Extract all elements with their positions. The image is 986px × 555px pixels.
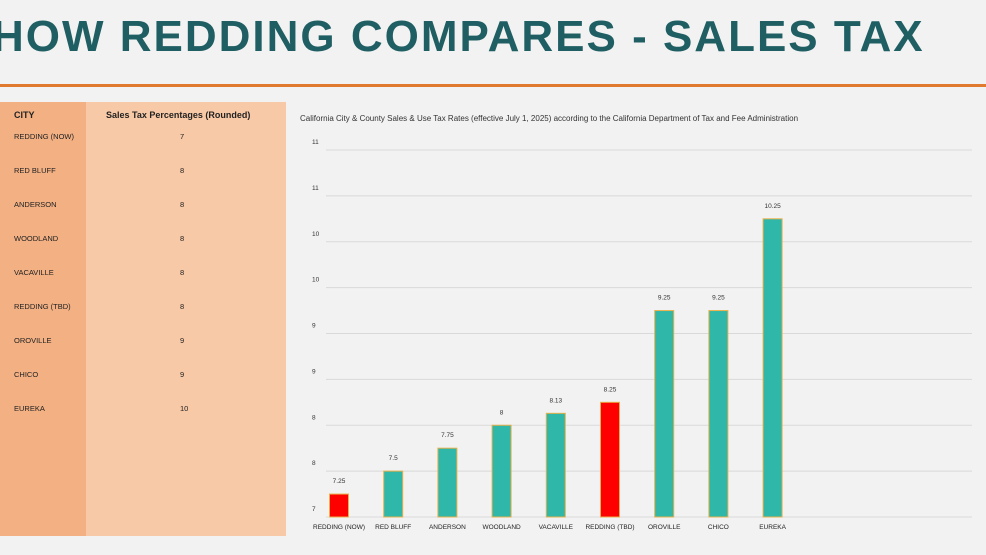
chart-title: California City & County Sales & Use Tax… [300, 114, 799, 123]
y-tick-label: 7 [312, 506, 316, 513]
data-label: 8 [500, 409, 504, 416]
y-tick-label: 9 [312, 323, 316, 330]
table-row-value: 8 [180, 166, 185, 175]
x-tick-label: REDDING (NOW) [313, 524, 365, 531]
x-tick-label: RED BLUFF [375, 524, 411, 531]
value-header: Sales Tax Percentages (Rounded) [106, 110, 251, 120]
table-row-city: OROVILLE [14, 336, 52, 345]
x-tick-label: CHICO [708, 524, 729, 531]
bar [437, 447, 458, 518]
y-tick-label: 11 [312, 185, 319, 192]
table-row-value: 9 [180, 336, 185, 345]
title-divider [0, 84, 986, 87]
table-row-city: WOODLAND [14, 234, 59, 243]
table-row-value: 10 [180, 404, 189, 413]
page-title: HOW REDDING COMPARES - SALES TAX [0, 12, 925, 61]
table-row-value: 8 [180, 302, 185, 311]
data-label: 7.5 [389, 455, 398, 462]
city-header: CITY [14, 110, 35, 120]
table-row-value: 8 [180, 268, 185, 277]
x-tick-label: WOODLAND [482, 524, 521, 531]
data-label: 7.25 [333, 478, 346, 485]
data-label: 9.25 [658, 295, 671, 302]
table-row-city: REDDING (TBD) [14, 302, 71, 311]
table-row-value: 8 [180, 200, 185, 209]
bar [654, 310, 675, 518]
bar [708, 310, 729, 518]
table-row-city: REDDING (NOW) [14, 132, 74, 141]
y-tick-label: 9 [312, 368, 316, 375]
sales-tax-table: CITY Sales Tax Percentages (Rounded) RED… [0, 102, 286, 536]
x-tick-label: OROVILLE [648, 524, 681, 531]
bar [762, 218, 783, 518]
y-tick-label: 8 [312, 414, 316, 421]
data-label: 8.25 [604, 386, 617, 393]
bar [600, 401, 620, 518]
bar [383, 470, 404, 518]
data-label: 10.25 [764, 203, 781, 210]
bar [329, 493, 349, 518]
table-row-city: CHICO [14, 370, 39, 379]
bar [545, 412, 566, 518]
table-row-city: ANDERSON [14, 200, 57, 209]
city-column [0, 102, 86, 536]
value-column [86, 102, 286, 536]
table-row-value: 8 [180, 234, 185, 243]
y-tick-label: 10 [312, 277, 320, 284]
x-tick-label: EUREKA [759, 524, 786, 531]
table-row-city: VACAVILLE [14, 268, 54, 277]
y-tick-label: 11 [312, 139, 319, 146]
table-row-value: 7 [180, 132, 185, 141]
data-label: 8.13 [549, 397, 562, 404]
sales-tax-bar-chart: 7 8 8 9 9 10 10 11 11 7.25 REDDING (NOW) 7.5 RED BLU… [312, 139, 972, 531]
data-label: 7.75 [441, 432, 454, 439]
table-row-city: RED BLUFF [14, 166, 56, 175]
data-label: 9.25 [712, 295, 725, 302]
x-tick-label: REDDING (TBD) [585, 524, 634, 531]
y-tick-label: 10 [312, 231, 320, 238]
table-row-city: EUREKA [14, 404, 45, 413]
table-row-value: 9 [180, 370, 185, 379]
bar [491, 424, 512, 518]
y-tick-label: 8 [312, 460, 316, 467]
x-tick-label: VACAVILLE [539, 524, 574, 531]
x-tick-label: ANDERSON [429, 524, 466, 531]
